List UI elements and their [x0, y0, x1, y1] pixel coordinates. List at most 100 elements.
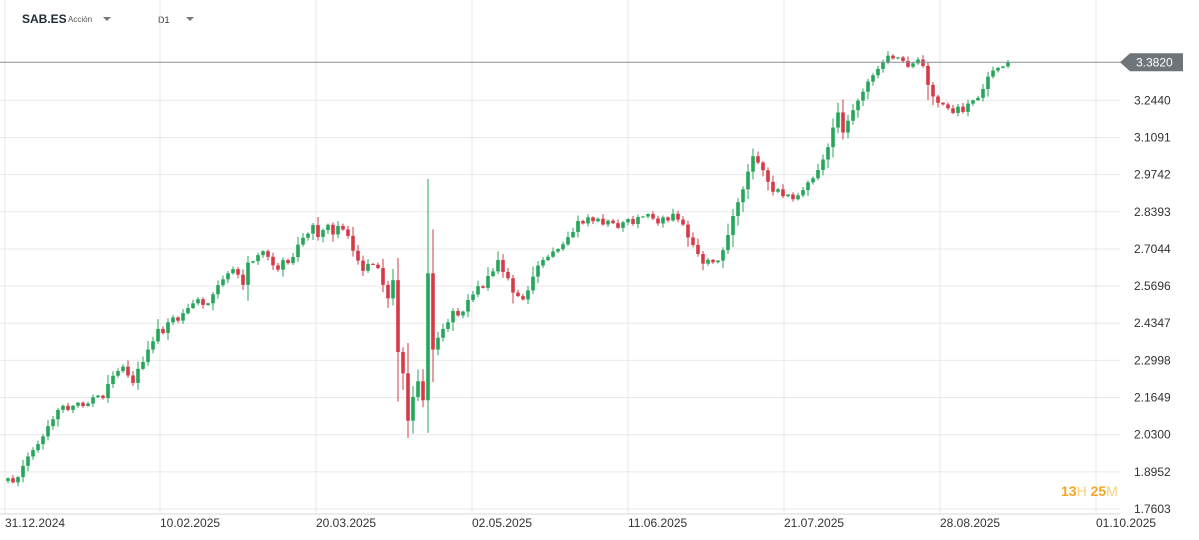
candle-body — [486, 276, 490, 288]
candle-body — [511, 278, 515, 293]
countdown-minutes: 25 — [1090, 483, 1107, 499]
candle-body — [211, 294, 215, 304]
candle-body — [291, 257, 295, 264]
instrument-type-label: Acción — [68, 15, 93, 24]
candle-body — [431, 273, 435, 350]
candle-body — [806, 182, 810, 191]
candle-body — [146, 349, 150, 362]
candle-body — [556, 249, 560, 252]
candle-body — [416, 381, 420, 397]
candle-body — [551, 251, 555, 257]
candle-body — [436, 337, 440, 350]
candle-body — [131, 375, 135, 383]
candle-body — [531, 276, 535, 291]
candle-body — [276, 265, 280, 270]
candle-body — [171, 317, 175, 323]
candle-body — [916, 59, 920, 64]
candle-body — [281, 260, 285, 270]
candle-body — [301, 237, 305, 245]
candle-body — [126, 366, 130, 376]
candle-body — [191, 303, 195, 308]
candle-body — [461, 311, 465, 316]
candle-body — [776, 189, 780, 192]
x-tick-label: 10.02.2025 — [160, 516, 220, 530]
candle-body — [206, 303, 210, 305]
candle-body — [216, 285, 220, 295]
x-tick-label: 02.05.2025 — [472, 516, 532, 530]
candle-body — [81, 402, 85, 407]
candle-body — [596, 218, 600, 222]
candle-body — [101, 395, 105, 399]
candle-body — [661, 217, 665, 224]
candle-body — [181, 313, 185, 321]
candle-body — [676, 213, 680, 220]
candle-body — [711, 259, 715, 263]
candle-body — [976, 97, 980, 101]
candle-body — [466, 300, 470, 312]
candle-body — [516, 292, 520, 297]
candle-body — [956, 106, 960, 113]
candle-body — [321, 230, 325, 237]
candle-body — [401, 352, 405, 374]
candle-body — [631, 219, 635, 224]
candle-body — [901, 57, 905, 61]
candle-body — [371, 263, 375, 265]
y-tick-label: 1.8952 — [1134, 465, 1171, 479]
candle-body — [151, 341, 155, 350]
candle-body — [296, 244, 300, 258]
candle-body — [471, 294, 475, 301]
candle-body — [381, 268, 385, 285]
candle-body — [91, 397, 95, 404]
candle-body — [911, 63, 915, 67]
candle-body — [16, 477, 20, 483]
candle-body — [176, 317, 180, 321]
candle-body — [356, 250, 360, 261]
candle-body — [766, 170, 770, 182]
candle-body — [186, 307, 190, 314]
candle-body — [336, 225, 340, 235]
candle-body — [701, 254, 705, 264]
candle-body — [406, 373, 410, 421]
candle-body — [861, 91, 865, 101]
candle-body — [316, 225, 320, 237]
candle-body — [266, 251, 270, 257]
candle-body — [651, 214, 655, 219]
candle-body — [571, 231, 575, 238]
candle-body — [541, 260, 545, 266]
candle-body — [626, 219, 630, 223]
candle-body — [396, 280, 400, 353]
candle-body — [846, 120, 850, 133]
candle-body — [886, 55, 890, 63]
timeframe-selector[interactable]: D1 — [158, 15, 170, 25]
candle-body — [221, 279, 225, 286]
candle-body — [46, 426, 50, 437]
candle-body — [881, 62, 885, 69]
y-tick-label: 2.1649 — [1134, 391, 1171, 405]
caret-down-icon[interactable] — [103, 17, 111, 21]
candle-body — [991, 70, 995, 77]
y-tick-label: 3.2440 — [1134, 93, 1171, 107]
caret-down-icon[interactable] — [186, 17, 194, 21]
candle-body — [981, 89, 985, 98]
candle-body — [491, 271, 495, 277]
candle-body — [506, 271, 510, 279]
candle-body — [601, 218, 605, 225]
candle-body — [36, 444, 40, 451]
candle-body — [261, 251, 265, 256]
candle-body — [526, 290, 530, 300]
candle-body — [361, 260, 365, 271]
x-tick-label: 21.07.2025 — [784, 516, 844, 530]
candle-body — [761, 162, 765, 171]
candle-body — [26, 456, 30, 466]
candle-body — [521, 296, 525, 300]
symbol-selector[interactable]: SAB.ES — [22, 12, 67, 26]
y-tick-label: 2.8393 — [1134, 205, 1171, 219]
candle-body — [66, 405, 70, 410]
candle-body — [476, 286, 480, 295]
candle-body — [616, 223, 620, 228]
candle-body — [566, 237, 570, 245]
candle-body — [831, 127, 835, 148]
candle-body — [906, 60, 910, 67]
current-price-marker: 3.3820 — [0, 53, 1183, 72]
